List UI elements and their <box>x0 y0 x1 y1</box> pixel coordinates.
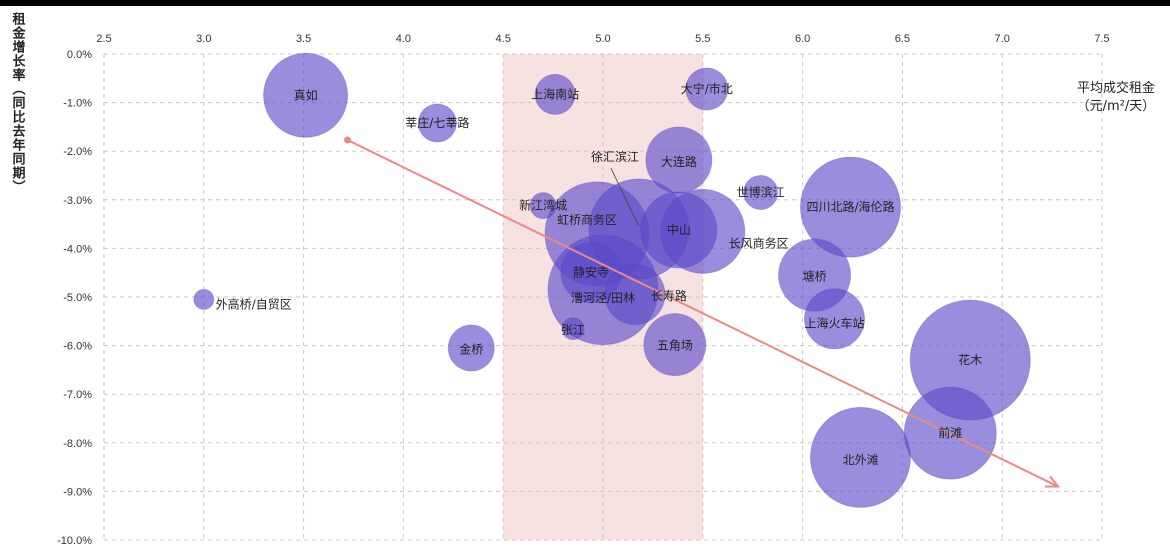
y-tick-label: -4.0% <box>63 243 92 255</box>
bubble-label: 中山 <box>667 222 691 237</box>
bubble-label: 漕河泾/田林 <box>571 291 635 305</box>
bubble-label: 北外滩 <box>842 453 878 467</box>
y-tick-label: -3.0% <box>63 195 92 207</box>
bubble-label: 金桥 <box>459 341 483 356</box>
bubble-label: 真如 <box>294 87 318 102</box>
x-tick-label: 3.0 <box>196 33 211 45</box>
bubble-label: 长寿路 <box>651 288 687 303</box>
bubble-label: 虹桥商务区 <box>557 212 617 227</box>
bubble-label: 大连路 <box>661 154 697 169</box>
bubble-point <box>263 52 349 138</box>
x-tick-label: 6.5 <box>895 33 910 45</box>
trend-arrow-start <box>344 136 352 144</box>
bubble-label: 长风商务区 <box>729 236 789 251</box>
trend-arrow-line <box>347 139 1059 488</box>
x-tick-label: 6.0 <box>795 33 810 45</box>
bubble-label: 四川北路/海伦路 <box>806 199 894 214</box>
y-tick-label: -1.0% <box>63 98 92 110</box>
y-tick-label: -5.0% <box>63 292 92 304</box>
bubble-label: 莘庄/七莘路 <box>405 115 469 130</box>
bubble-label: 张江 <box>561 323 585 337</box>
x-axis-unit-label: 平均成交租金 （元/m²/天） <box>1062 80 1170 116</box>
bubble-label: 花木 <box>958 352 982 367</box>
y-tick-label: -2.0% <box>63 146 92 158</box>
y-tick-label: -8.0% <box>63 438 92 450</box>
leader-line <box>610 168 640 227</box>
bubble-label: 徐汇滨江 <box>591 149 639 164</box>
bubble-label: 大宁/市北 <box>681 81 733 96</box>
x-axis-unit-line1: 平均成交租金 <box>1076 81 1155 96</box>
x-tick-label: 4.5 <box>496 33 511 45</box>
top-border <box>0 0 1170 6</box>
y-tick-label: -9.0% <box>63 486 92 498</box>
x-tick-label: 4.0 <box>396 33 411 45</box>
bubble-label: 塘桥 <box>803 269 827 284</box>
bubble-point <box>809 406 911 508</box>
bubble-point <box>804 288 866 350</box>
bubble-point <box>645 126 713 194</box>
bubble-point <box>534 73 576 115</box>
bubble-label: 静安寺 <box>573 265 609 280</box>
bubble-label: 上海火车站 <box>805 316 865 331</box>
x-tick-label: 5.5 <box>695 33 710 45</box>
bubble-label: 新江湾城 <box>519 198 567 213</box>
y-tick-label: 0.0% <box>67 49 92 61</box>
bubble-label: 前滩 <box>938 425 962 440</box>
bubble-label: 五角场 <box>657 339 693 353</box>
bubble-label: 外高桥/自贸区 <box>216 296 292 311</box>
bubble-point <box>417 103 457 143</box>
bubble-point <box>800 156 902 258</box>
y-tick-label: -7.0% <box>63 389 92 401</box>
bubble-point <box>561 317 585 341</box>
bubble-point <box>685 67 729 111</box>
y-tick-label: -10.0% <box>57 535 92 547</box>
trend-arrow-head <box>1045 475 1061 488</box>
x-tick-label: 7.0 <box>995 33 1010 45</box>
x-tick-label: 7.5 <box>1094 33 1109 45</box>
x-tick-label: 3.5 <box>296 33 311 45</box>
x-axis-unit-line2: （元/m²/天） <box>1076 99 1156 114</box>
bubble-point <box>743 175 779 211</box>
y-axis-title-text: 租金增长率（同比去年同期） <box>9 12 25 194</box>
bubble-label: 世博滨江 <box>737 185 785 200</box>
bubble-label: 上海南站 <box>531 86 579 101</box>
x-tick-label: 5.0 <box>595 33 610 45</box>
y-axis-title: 租金增长率（同比去年同期） <box>4 12 30 194</box>
bubble-point <box>643 313 707 377</box>
bubble-point <box>193 288 215 310</box>
bubble-point <box>447 324 495 372</box>
x-tick-label: 2.5 <box>96 33 111 45</box>
y-tick-label: -6.0% <box>63 341 92 353</box>
bubble-point <box>529 192 557 220</box>
